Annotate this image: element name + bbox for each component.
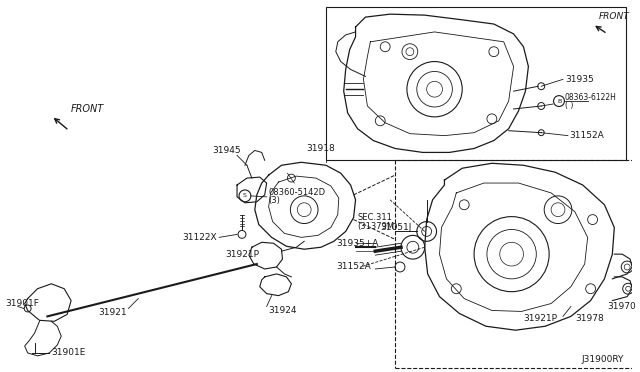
Text: 31918: 31918 — [306, 144, 335, 153]
Text: 31921P: 31921P — [225, 250, 259, 259]
Text: SEC.311: SEC.311 — [358, 213, 392, 222]
Text: 08363-6122H: 08363-6122H — [565, 93, 617, 102]
Text: 31978: 31978 — [575, 314, 604, 323]
Text: FRONT: FRONT — [598, 12, 629, 20]
Text: 31924: 31924 — [269, 306, 297, 315]
Text: 31901E: 31901E — [51, 349, 86, 357]
Text: J31900RY: J31900RY — [582, 355, 624, 364]
Text: 31051J: 31051J — [380, 223, 412, 232]
Text: (31379M): (31379M) — [358, 222, 398, 231]
Text: 08360-5142D: 08360-5142D — [269, 188, 326, 198]
Text: 31921P: 31921P — [524, 314, 557, 323]
Text: 31921: 31921 — [99, 308, 127, 317]
Text: 31122X: 31122X — [182, 233, 218, 242]
Bar — [326, 7, 626, 160]
Text: 31945: 31945 — [212, 146, 241, 155]
Text: ( ): ( ) — [565, 100, 573, 109]
Text: FRONT: FRONT — [71, 104, 104, 114]
Text: 31970: 31970 — [607, 302, 636, 311]
Text: 31935: 31935 — [565, 75, 594, 84]
Text: B: B — [557, 99, 561, 103]
Text: 31152A: 31152A — [336, 263, 371, 272]
Text: 31935+A: 31935+A — [336, 239, 378, 248]
Text: 31152A: 31152A — [569, 131, 604, 140]
Text: 31901F: 31901F — [5, 299, 39, 308]
Text: (3): (3) — [269, 196, 280, 205]
Text: S: S — [243, 193, 247, 198]
